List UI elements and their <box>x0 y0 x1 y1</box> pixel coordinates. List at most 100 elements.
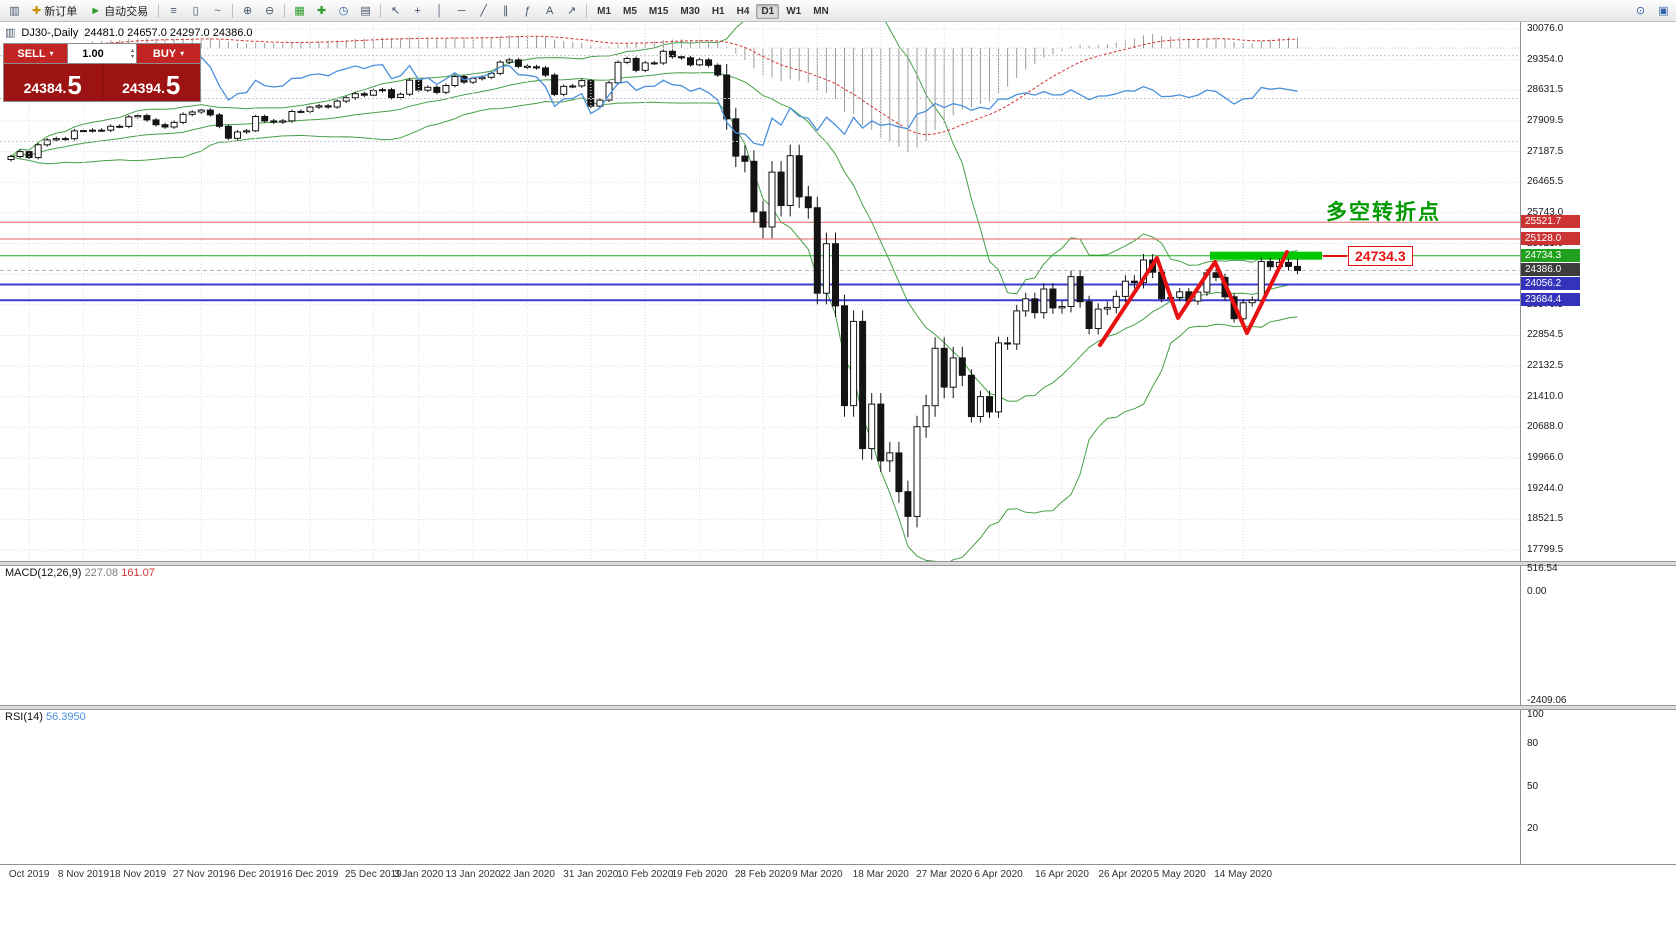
toolbar-separator <box>586 3 588 18</box>
bar-chart-icon[interactable]: ≡ <box>170 4 177 17</box>
charts-icon[interactable]: ▥ <box>9 5 20 17</box>
volume-input[interactable] <box>68 46 118 61</box>
symbol-period: DJ30-,Daily <box>21 26 79 39</box>
zigzag-annotation[interactable] <box>1098 250 1289 347</box>
text-tool-icon[interactable]: A <box>545 4 554 17</box>
y-axis-label: 19966.0 <box>1527 452 1564 464</box>
layout-icon[interactable]: ▣ <box>1658 5 1669 17</box>
rsi-axis-label: 20 <box>1527 823 1539 835</box>
timeframe-d1[interactable]: D1 <box>756 3 780 19</box>
candlestick-chart-icon[interactable]: ▯ <box>192 5 199 17</box>
step-down-icon[interactable]: ▾ <box>130 53 134 60</box>
toolbar-separator <box>232 3 234 18</box>
buy-header-button[interactable]: BUY ▾ <box>137 44 200 63</box>
macd-axis-label: -2409.06 <box>1527 694 1567 706</box>
one-click-trading-panel: SELL ▾ ▴ ▾ BUY ▾ 24384. 5 24394. <box>3 43 201 102</box>
add-indicator-icon[interactable]: ✚ <box>317 5 327 17</box>
volume-stepper[interactable]: ▴ ▾ <box>131 48 136 60</box>
autotrading-button[interactable]: ► 自动交易 <box>84 2 154 19</box>
chart-area[interactable]: MACD(12,26,9) 227.08 161.07 RSI(14) 56.3… <box>0 21 1676 944</box>
current-price-badge: 24386.0 <box>1521 263 1580 277</box>
horizontal-line-icon[interactable]: ─ <box>457 4 466 17</box>
trendline-icon[interactable]: ╱ <box>480 5 487 17</box>
zoom-in-icon[interactable]: ⊕ <box>243 5 253 17</box>
toolbar-separator <box>158 3 160 18</box>
sell-price-button[interactable]: 24384. 5 <box>4 64 103 101</box>
timeframe-m1[interactable]: M1 <box>597 5 612 17</box>
macd-axis-label: 516.54 <box>1527 562 1558 574</box>
x-axis-label: 3 Jan 2020 <box>393 869 444 880</box>
candles-layer <box>7 50 1301 517</box>
timeframe-buttons: M1 M5 M15 M30 H1 H4 D1 W1 MN <box>591 3 835 19</box>
x-axis-label: 22 Jan 2020 <box>499 869 555 880</box>
price-badge: 23684.4 <box>1521 293 1580 307</box>
x-axis-label: 19 Feb 2020 <box>671 869 728 880</box>
vertical-line-icon[interactable]: │ <box>436 4 444 17</box>
arrow-tool-icon[interactable]: ↗ <box>567 5 577 17</box>
turning-point-annotation[interactable]: 多空转折点 <box>1326 201 1441 224</box>
search-icon[interactable]: ⊙ <box>1635 5 1646 17</box>
price-badge: 25521.7 <box>1521 215 1580 229</box>
label-leader-line <box>1323 254 1347 257</box>
step-up-icon[interactable]: ▴ <box>130 47 134 54</box>
periods-icon[interactable]: ◷ <box>338 5 349 17</box>
templates-icon[interactable]: ▤ <box>360 5 371 17</box>
x-axis-label: 13 Jan 2020 <box>445 869 501 880</box>
cursor-icon[interactable]: ↖ <box>391 5 401 17</box>
rsi-axis-label: 100 <box>1527 709 1544 720</box>
buy-dropdown-icon[interactable]: ▾ <box>180 49 185 58</box>
price-badge: 25128.0 <box>1521 231 1580 245</box>
tile-windows-icon[interactable]: ▦ <box>294 5 305 17</box>
sell-header-button[interactable]: SELL ▾ <box>4 44 67 63</box>
timeframe-m30[interactable]: M30 <box>680 5 700 17</box>
y-axis-label: 27187.5 <box>1527 145 1564 157</box>
bid-price-pips: 5 <box>67 70 82 100</box>
macd-label: MACD(12,26,9) 227.08 161.07 <box>5 567 155 579</box>
line-chart-icon[interactable]: ~ <box>214 4 221 17</box>
pane-separator[interactable] <box>0 561 1676 566</box>
toolbar-separator <box>284 3 286 18</box>
resistance-zone[interactable] <box>1210 251 1322 260</box>
fibonacci-icon[interactable]: ƒ <box>524 4 531 17</box>
x-axis-label: 18 Mar 2020 <box>852 869 909 880</box>
bid-price: 24384. <box>23 80 67 96</box>
timeframe-mn[interactable]: MN <box>813 5 829 17</box>
channel-icon[interactable]: ∥ <box>502 5 509 17</box>
price-chart[interactable] <box>0 21 1520 561</box>
toolbar: ▥ ✚ 新订单 ► 自动交易 ≡ ▯ ~ ⊕ ⊖ ▦ ✚ ◷ ▤ ↖ + │ ─… <box>0 0 1676 22</box>
chart-title: ▥ DJ30-,Daily 24481.0 24657.0 24297.0 24… <box>5 26 252 40</box>
new-order-button[interactable]: ✚ 新订单 <box>26 2 83 19</box>
toolbar-separator <box>380 3 382 18</box>
x-axis-label: 27 Mar 2020 <box>916 869 973 880</box>
rsi-axis-label: 50 <box>1527 780 1539 792</box>
rsi-axis-label: 80 <box>1527 737 1539 749</box>
bollinger-band <box>10 72 1298 402</box>
zoom-out-icon[interactable]: ⊖ <box>265 5 275 17</box>
price-axis-border <box>1520 21 1521 864</box>
y-axis-label: 19244.0 <box>1527 482 1564 494</box>
autotrading-icon: ► <box>90 4 102 17</box>
y-axis-label: 20688.0 <box>1527 421 1564 433</box>
sell-dropdown-icon[interactable]: ▾ <box>49 49 54 58</box>
autotrading-label: 自动交易 <box>104 5 149 18</box>
timeframe-m5[interactable]: M5 <box>623 5 637 17</box>
ask-price: 24394. <box>122 80 165 96</box>
macd-main-value: 227.08 <box>84 567 119 579</box>
y-axis-label: 22132.5 <box>1527 360 1564 372</box>
chart-window-icon: ▥ <box>5 27 16 39</box>
rsi-pane <box>0 21 1520 176</box>
time-axis-border <box>0 864 1676 865</box>
x-axis-label: 16 Dec 2019 <box>281 869 339 880</box>
timeframe-m15[interactable]: M15 <box>648 5 669 17</box>
new-order-label: 新订单 <box>44 5 78 18</box>
x-axis-label: 5 May 2020 <box>1153 869 1206 880</box>
volume-field: ▴ ▾ <box>67 44 137 63</box>
x-axis-label: 27 Nov 2019 <box>172 869 230 880</box>
crosshair-icon[interactable]: + <box>414 4 421 17</box>
pane-separator[interactable] <box>0 705 1676 710</box>
buy-label: BUY <box>152 47 177 60</box>
buy-price-button[interactable]: 24394. 5 <box>102 64 200 101</box>
timeframe-w1[interactable]: W1 <box>786 5 802 17</box>
timeframe-h1[interactable]: H1 <box>711 5 725 17</box>
timeframe-h4[interactable]: H4 <box>736 5 750 17</box>
